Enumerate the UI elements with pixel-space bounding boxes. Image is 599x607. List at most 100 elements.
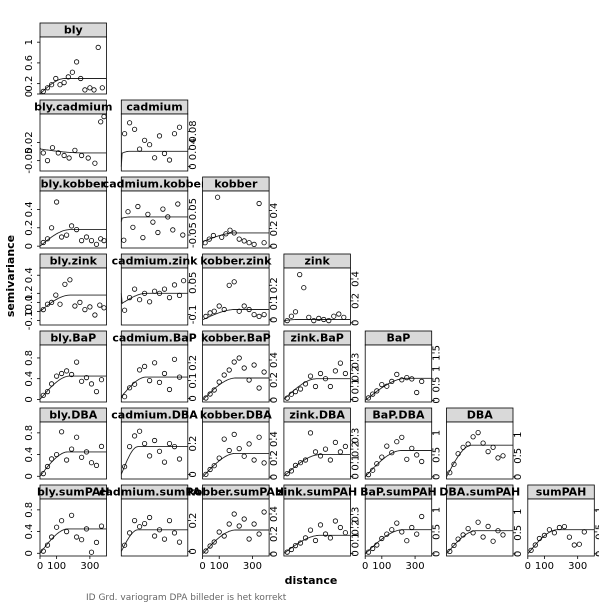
data-point bbox=[332, 368, 338, 374]
data-point bbox=[40, 470, 46, 477]
panel-kobber: kobber 0 0.20.4 bbox=[202, 176, 280, 249]
x-tick-label: 300 bbox=[243, 561, 262, 572]
data-point bbox=[206, 236, 212, 242]
data-point bbox=[246, 306, 252, 313]
data-point bbox=[101, 305, 107, 311]
data-point bbox=[147, 377, 153, 384]
y-tick-label: 0.4 bbox=[269, 431, 280, 447]
data-point bbox=[221, 306, 227, 313]
data-point bbox=[202, 240, 208, 246]
y-tick-label: 0.2 bbox=[269, 450, 280, 466]
data-point bbox=[132, 381, 138, 387]
data-point bbox=[365, 395, 372, 401]
data-point bbox=[370, 545, 376, 552]
data-point bbox=[337, 524, 343, 531]
y-tick-label: 0.4 bbox=[350, 271, 361, 287]
panel-plot-area bbox=[202, 267, 270, 326]
panel-zink: zink 0 0.2 0.4 bbox=[283, 253, 361, 326]
y-tick-label: 0.2 bbox=[350, 520, 361, 536]
data-point bbox=[61, 80, 67, 86]
data-point bbox=[175, 201, 181, 207]
y-tick-label: 0 bbox=[350, 320, 361, 326]
panel-plot-area bbox=[364, 498, 433, 557]
data-point bbox=[404, 456, 410, 462]
y-tick-label: 0 bbox=[188, 548, 199, 554]
data-point bbox=[166, 440, 173, 447]
data-point bbox=[211, 539, 217, 545]
y-tick-label: 0.8 bbox=[24, 425, 35, 441]
y-tick-label: 0.5 bbox=[432, 447, 443, 463]
data-point bbox=[332, 518, 338, 524]
data-point bbox=[57, 82, 63, 88]
x-axis-title: distance bbox=[285, 574, 338, 587]
data-point bbox=[532, 542, 538, 548]
data-point bbox=[88, 238, 95, 244]
data-point bbox=[53, 451, 60, 458]
panel-plot-area bbox=[39, 267, 107, 326]
data-point bbox=[137, 524, 143, 530]
data-point bbox=[327, 457, 333, 463]
y-tick-label: 0 bbox=[269, 397, 280, 403]
x-tick-label: 100 bbox=[210, 561, 229, 572]
data-point bbox=[312, 537, 319, 544]
data-point bbox=[528, 547, 534, 553]
data-point bbox=[576, 541, 582, 547]
panel-cadmium-zink: cadmium.zink -0.1 0.05 bbox=[112, 253, 199, 326]
data-point bbox=[57, 301, 63, 307]
data-point bbox=[166, 386, 173, 393]
panel-bly-dba: bly.DBA 0 0.4 0.8 bbox=[24, 407, 107, 479]
data-point bbox=[147, 142, 153, 148]
data-point bbox=[221, 372, 227, 378]
data-point bbox=[337, 449, 343, 455]
data-point bbox=[135, 203, 141, 210]
panel-cadmium-dba: cadmium.DBA 0 0.2 bbox=[111, 407, 199, 480]
data-point bbox=[226, 367, 232, 373]
data-point bbox=[404, 374, 410, 381]
data-point bbox=[379, 381, 385, 388]
data-point bbox=[231, 359, 237, 365]
data-point bbox=[246, 377, 252, 383]
data-point bbox=[284, 395, 290, 401]
panel-bly-bap: bly.BaP 0 0.4 0.8 bbox=[24, 330, 107, 403]
data-point bbox=[561, 523, 568, 530]
data-point bbox=[55, 150, 61, 156]
data-point bbox=[226, 521, 232, 527]
data-point bbox=[58, 429, 65, 435]
data-point bbox=[142, 290, 148, 296]
panel-plot-area bbox=[283, 267, 351, 326]
data-point bbox=[97, 302, 103, 308]
y-tick-label: 0 bbox=[188, 395, 199, 401]
model-line bbox=[446, 444, 513, 478]
x-tick-label: 0 bbox=[525, 561, 531, 572]
data-point bbox=[292, 309, 299, 315]
data-point bbox=[317, 522, 324, 528]
panel-bap: BaP 0 0.5 1 1.5 bbox=[364, 330, 443, 404]
data-point bbox=[365, 471, 372, 478]
data-point bbox=[69, 371, 75, 378]
panel-label: bly.sumPAH bbox=[37, 486, 110, 499]
y-tick-label: 0.2 bbox=[24, 285, 35, 301]
data-point bbox=[241, 365, 247, 371]
panel-label: bly.DBA bbox=[49, 409, 97, 422]
y-tick-label: 1 bbox=[513, 431, 524, 437]
y-tick-label: 0.3 bbox=[350, 507, 361, 523]
data-point bbox=[460, 444, 466, 450]
data-point bbox=[297, 540, 304, 546]
panel-label: kobber bbox=[214, 178, 258, 191]
data-point bbox=[495, 455, 501, 461]
data-point bbox=[74, 227, 80, 233]
data-point bbox=[342, 443, 348, 449]
data-point bbox=[216, 303, 222, 309]
panel-label: bly.kobber bbox=[41, 178, 107, 191]
data-point bbox=[216, 379, 222, 385]
data-point bbox=[82, 87, 88, 93]
data-point bbox=[88, 381, 95, 387]
y-tick-label: 0.08 bbox=[188, 120, 199, 142]
data-point bbox=[92, 160, 98, 166]
y-tick-label: 0 bbox=[24, 473, 35, 479]
y-tick-label: 0 bbox=[24, 91, 35, 97]
data-point bbox=[317, 453, 324, 459]
y-tick-label: -0.05 bbox=[188, 222, 199, 248]
x-tick-label: 0 bbox=[199, 561, 205, 572]
data-point bbox=[49, 145, 56, 151]
